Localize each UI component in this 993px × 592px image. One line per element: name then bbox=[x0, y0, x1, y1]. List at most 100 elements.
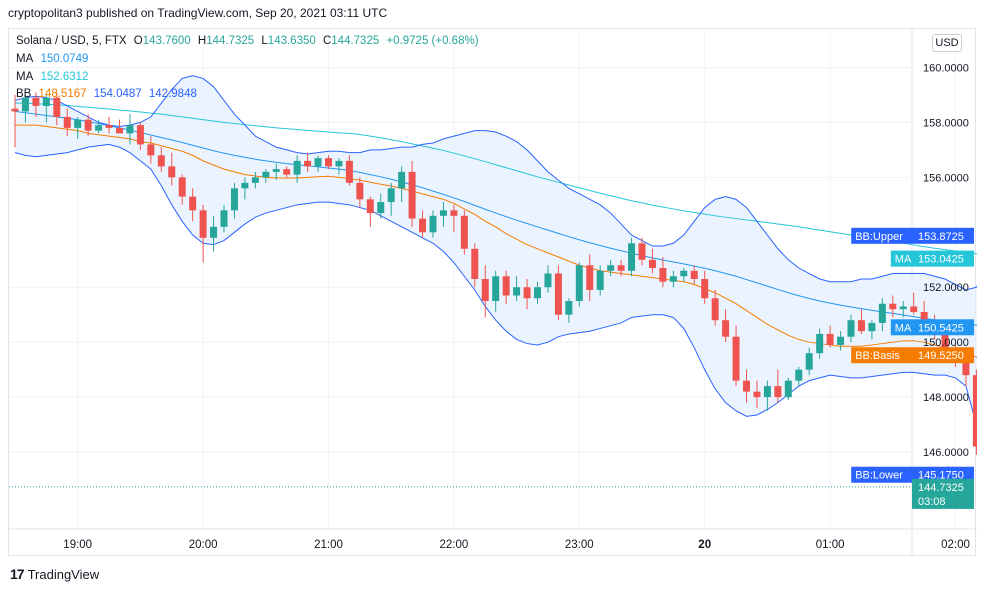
x-tick-label: 23:00 bbox=[565, 539, 594, 551]
candle-body bbox=[481, 279, 489, 301]
candle-body bbox=[283, 169, 291, 175]
bb-upper-line bbox=[14, 75, 977, 291]
candle-body bbox=[774, 386, 782, 398]
publisher-header: cryptopolitan3 published on TradingView.… bbox=[8, 6, 387, 20]
label-ma-blue-name: MA bbox=[895, 322, 912, 334]
y-tick-label: 156.0000 bbox=[923, 172, 969, 184]
candle-body bbox=[74, 119, 82, 128]
candle-body bbox=[805, 353, 813, 370]
y-tick-label: 148.0000 bbox=[923, 392, 969, 404]
candle-body bbox=[471, 248, 479, 279]
candle-body bbox=[659, 268, 667, 282]
candle-body bbox=[304, 160, 312, 167]
label-ma-cyan-name: MA bbox=[895, 254, 912, 266]
x-tick-label: 01:00 bbox=[816, 539, 845, 551]
tradingview-logo[interactable]: 17 TradingView bbox=[10, 566, 99, 582]
candle-body bbox=[251, 177, 259, 183]
candle-body bbox=[743, 380, 750, 392]
candle-body bbox=[408, 171, 416, 219]
candle-body bbox=[377, 202, 385, 214]
x-tick-label: 20:00 bbox=[189, 539, 218, 551]
candle-body bbox=[868, 322, 876, 332]
candle-body bbox=[763, 386, 771, 398]
label-bb-basis-name: BB:Basis bbox=[855, 350, 900, 362]
candle-body bbox=[492, 276, 500, 301]
candle-body bbox=[680, 270, 688, 277]
candle-body bbox=[63, 116, 71, 128]
candle-body bbox=[147, 144, 155, 156]
candle-body bbox=[272, 169, 280, 172]
label-ma-cyan-tag bbox=[890, 250, 912, 267]
y-tick-label: 152.0000 bbox=[923, 282, 969, 294]
candle-body bbox=[628, 243, 636, 271]
candle-body bbox=[262, 171, 270, 178]
y-tick-label: 146.0000 bbox=[923, 447, 969, 459]
label-ma-cyan-value-box bbox=[912, 250, 974, 267]
last-price-box bbox=[912, 478, 974, 509]
currency-button[interactable]: USD bbox=[932, 34, 962, 52]
candle-body bbox=[534, 287, 541, 299]
ma2-name: MA bbox=[16, 71, 34, 83]
candle-body bbox=[460, 215, 468, 249]
candle-body bbox=[910, 306, 918, 312]
x-tick-label: 22:00 bbox=[440, 539, 469, 551]
candle-body bbox=[513, 287, 521, 296]
candle-body bbox=[356, 182, 364, 200]
label-bb-lower-value: 145.1750 bbox=[918, 470, 964, 482]
candle-body bbox=[95, 125, 103, 131]
candle-body bbox=[366, 199, 374, 214]
bb-upper-value: 154.0487 bbox=[93, 88, 142, 100]
candle-body bbox=[21, 97, 29, 112]
candle-body bbox=[669, 276, 677, 282]
bb-legend[interactable]: BB 148.5167 154.0487 142.9848 bbox=[16, 88, 201, 100]
y-tick-label: 150.0000 bbox=[923, 337, 969, 349]
candle-body bbox=[889, 303, 897, 310]
candle-body bbox=[941, 331, 949, 351]
ma-blue-line bbox=[14, 110, 977, 326]
candle-body bbox=[586, 265, 594, 290]
low-label: L143.6350 bbox=[261, 35, 316, 47]
candle-body bbox=[220, 210, 228, 227]
publisher-text: cryptopolitan3 published on TradingView.… bbox=[8, 6, 388, 20]
candle-body bbox=[136, 125, 144, 145]
candle-body bbox=[230, 188, 238, 211]
candle-body bbox=[32, 97, 40, 106]
candle-body bbox=[126, 125, 134, 134]
ma1-legend[interactable]: MA 150.0749 bbox=[16, 53, 92, 65]
label-bb-basis-value: 149.5250 bbox=[918, 350, 964, 362]
candle-body bbox=[11, 108, 19, 112]
brand-name: TradingView bbox=[27, 566, 100, 582]
x-tick-label: 20 bbox=[698, 539, 711, 551]
candle-body bbox=[84, 119, 92, 131]
candle-body bbox=[690, 270, 698, 279]
candle-body bbox=[325, 158, 332, 167]
label-bb-basis-tag bbox=[851, 347, 912, 364]
candle-body bbox=[816, 333, 824, 354]
price-chart[interactable]: 160.0000 158.0000 156.0000 152.0000 150.0000… bbox=[9, 29, 977, 557]
chart-panel[interactable]: 160.0000 158.0000 156.0000 152.0000 150.0000… bbox=[8, 28, 977, 557]
label-ma-cyan-value: 153.0425 bbox=[918, 254, 964, 266]
ma1-name: MA bbox=[16, 53, 34, 65]
candle-body bbox=[857, 320, 865, 332]
label-bb-upper-tag bbox=[851, 227, 912, 244]
close-label: C144.7325 bbox=[322, 35, 380, 47]
bb-basis-line bbox=[15, 124, 977, 359]
candle-body bbox=[314, 158, 322, 167]
label-ma-blue-value: 150.5425 bbox=[918, 322, 964, 334]
symbol-label: Solana / USD, 5, FTX bbox=[16, 35, 127, 47]
ma2-legend[interactable]: MA 152.6312 bbox=[16, 71, 92, 83]
candle-body bbox=[398, 171, 406, 189]
candle-body bbox=[241, 182, 249, 189]
candle-body bbox=[189, 196, 197, 211]
candle-body bbox=[575, 265, 583, 301]
candle-body bbox=[596, 270, 604, 290]
candle-body bbox=[722, 320, 730, 337]
candle-body bbox=[899, 306, 907, 310]
ma1-value: 150.0749 bbox=[40, 53, 89, 65]
candle-body bbox=[429, 215, 437, 233]
open-label: O143.7600 bbox=[133, 35, 191, 47]
label-ma-blue-tag bbox=[890, 319, 912, 336]
label-bb-lower-tag bbox=[851, 466, 912, 483]
label-bb-lower-value-box bbox=[912, 466, 974, 483]
candle-body bbox=[42, 97, 50, 106]
